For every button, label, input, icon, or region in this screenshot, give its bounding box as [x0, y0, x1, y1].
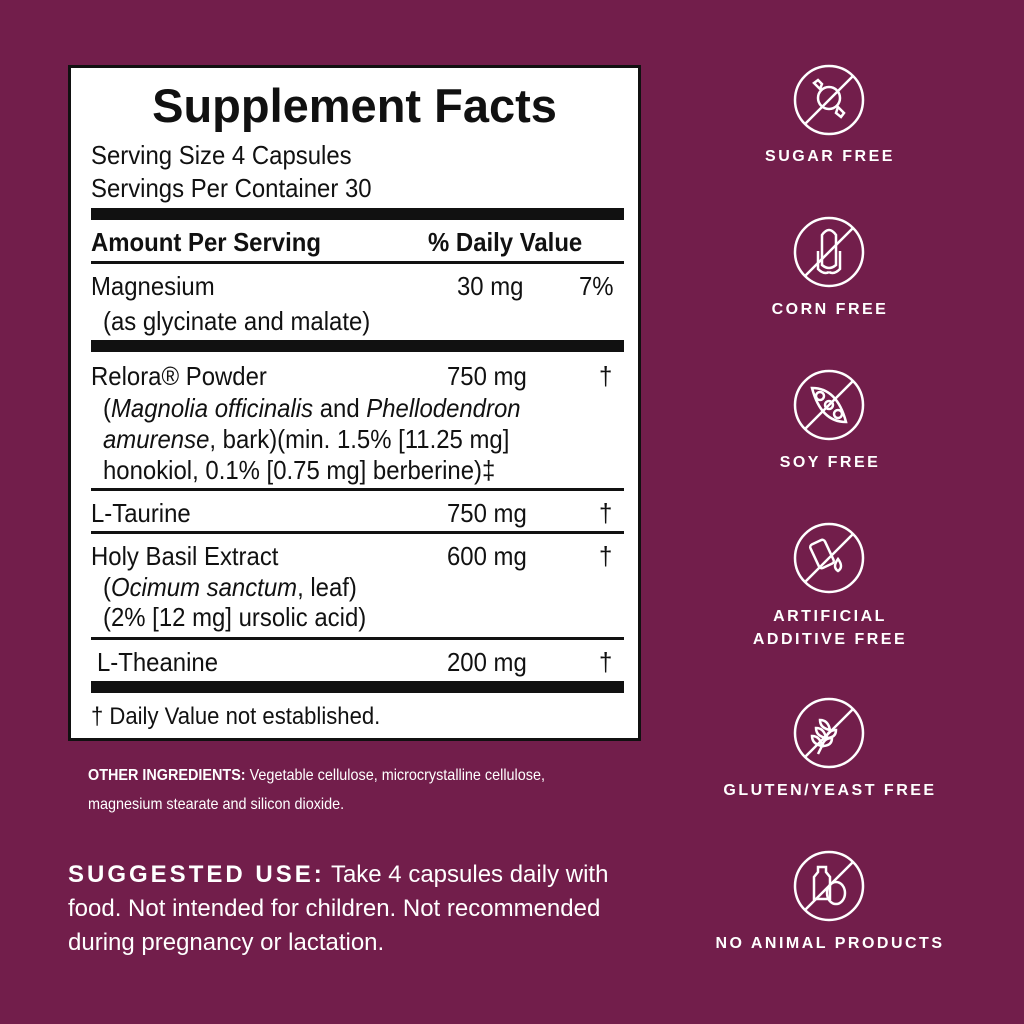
divider [91, 261, 624, 264]
header-amount: Amount Per Serving [91, 227, 321, 257]
badge-label: SOY FREE [779, 454, 881, 471]
nutrient-amount: 600 mg [447, 541, 527, 571]
divider [91, 637, 624, 640]
nutrient-detail: honokiol, 0.1% [0.75 mg] berberine)‡ [103, 455, 496, 485]
nutrient-name: Holy Basil Extract [91, 541, 279, 571]
additive-crossed-icon [793, 522, 865, 594]
badge-label: NO ANIMAL PRODUCTS [715, 935, 945, 952]
divider [91, 531, 624, 534]
nutrient-dv: † [599, 647, 613, 677]
candy-crossed-icon [793, 64, 865, 136]
servings-per-container: Servings Per Container 30 [91, 173, 372, 203]
nutrient-name: L-Taurine [91, 498, 191, 528]
header-daily-value: % Daily Value [428, 227, 583, 257]
badge-label: SUGAR FREE [765, 148, 895, 165]
nutrient-dv: 7% [579, 271, 614, 301]
corn-crossed-icon [793, 216, 865, 288]
serving-size: Serving Size 4 Capsules [91, 140, 352, 170]
nutrient-dv: † [599, 541, 613, 571]
nutrient-amount: 30 mg [457, 271, 524, 301]
nutrient-amount: 750 mg [447, 361, 527, 391]
nutrient-detail: amurense, bark)(min. 1.5% [11.25 mg] [103, 424, 510, 454]
milk-egg-crossed-icon [793, 850, 865, 922]
label-title: Supplement Facts [152, 79, 557, 132]
suggested-use: SUGGESTED USE: Take 4 capsules daily wit… [68, 861, 609, 956]
nutrient-detail: (Ocimum sanctum, leaf) [103, 572, 357, 602]
wheat-crossed-icon [793, 697, 865, 769]
badge-label: CORN FREE [771, 301, 889, 318]
badge-label: GLUTEN/YEAST FREE [723, 782, 937, 799]
soybean-crossed-icon [793, 369, 865, 441]
nutrient-name: Relora® Powder [91, 361, 267, 391]
divider [91, 340, 624, 352]
nutrient-dv: † [599, 498, 613, 528]
nutrient-amount: 750 mg [447, 498, 527, 528]
nutrient-dv: † [599, 361, 613, 391]
nutrient-detail: (as glycinate and malate) [103, 306, 371, 336]
supplement-facts-label: Supplement Facts Serving Size 4 Capsules… [68, 65, 641, 741]
nutrient-amount: 200 mg [447, 647, 527, 677]
divider [91, 208, 624, 220]
nutrient-name: L-Theanine [97, 647, 219, 677]
badge-label: ARTIFICIAL ADDITIVE FREE [752, 608, 908, 648]
divider [91, 488, 624, 491]
nutrient-detail: (Magnolia officinalis and Phellodendron [103, 393, 521, 423]
footnote: † Daily Value not established. [91, 703, 381, 730]
divider [91, 681, 624, 693]
nutrient-detail: (2% [12 mg] ursolic acid) [103, 602, 367, 632]
nutrient-name: Magnesium [91, 271, 215, 301]
other-ingredients: OTHER INGREDIENTS: Vegetable cellulose, … [88, 767, 545, 813]
